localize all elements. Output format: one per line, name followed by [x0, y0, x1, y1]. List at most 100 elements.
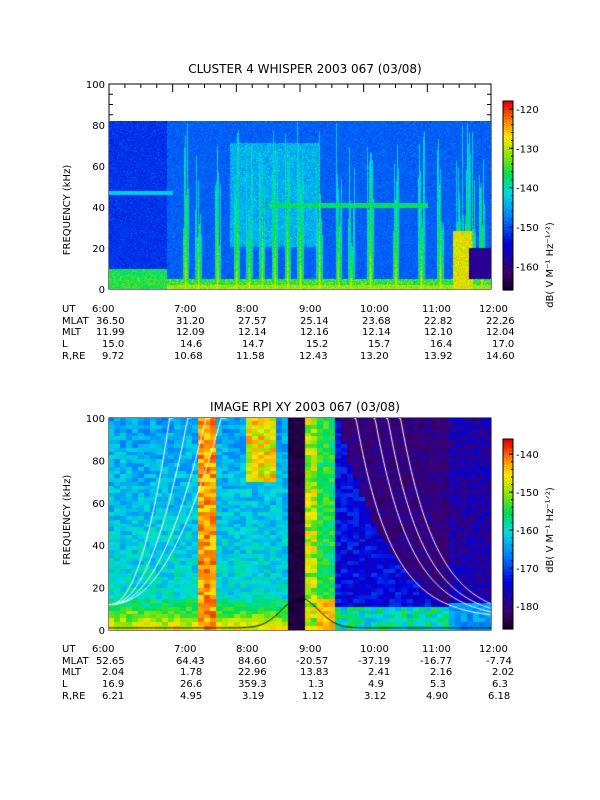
colorbar-segment — [503, 606, 513, 611]
colorbar-tick-label: -160 — [516, 526, 539, 537]
y-tick-label: 20 — [92, 584, 105, 595]
ephemeris-cell: 17.0 — [492, 339, 515, 351]
colorbar-segment — [503, 467, 513, 472]
ephemeris-row: R,RE 6.21 4.95 3.19 1.12 3.12 4.90 6.18 — [62, 691, 512, 703]
colorbar-segment — [503, 227, 513, 231]
ephemeris-cell: 9:00 — [299, 644, 322, 655]
ephemeris-label: MLAT — [62, 315, 89, 327]
colorbar-segment — [503, 458, 513, 462]
colorbar-segment — [503, 597, 513, 602]
colorbar-segment — [503, 480, 513, 484]
ephemeris-cell: 27.57 — [238, 315, 267, 327]
colorbar-segment — [503, 104, 513, 108]
ephemeris-cell: 16.9 — [102, 679, 125, 691]
ephemeris-cell: 11.58 — [236, 350, 265, 362]
colorbar-segment — [503, 546, 513, 551]
colorbar-segment — [503, 477, 513, 481]
colorbar-segment — [503, 543, 513, 548]
colorbar-tick-label: -150 — [516, 488, 539, 499]
ephemeris-label: MLT — [62, 327, 81, 339]
ephemeris-cell: 3.12 — [364, 690, 387, 702]
ephemeris-cell: 2.04 — [102, 667, 125, 679]
ephemeris-label: UT — [62, 304, 76, 315]
colorbar-segment — [503, 454, 513, 459]
ephemeris-row: L 16.9 26.6 359.3 1.3 4.9 5.3 6.3 — [62, 679, 512, 691]
colorbar-segment — [503, 160, 513, 165]
ephemeris-cell: 12.09 — [176, 327, 205, 339]
colorbar-segment — [503, 489, 513, 494]
colorbar-segment — [503, 280, 513, 285]
ephemeris-cell: 31.20 — [176, 315, 205, 327]
ephemeris-cell: 2.16 — [430, 667, 453, 679]
colorbar-frame — [502, 438, 514, 630]
colorbar-segment — [503, 267, 513, 272]
colorbar-segment — [503, 524, 513, 529]
colorbar-segment — [503, 584, 513, 589]
colorbar-segment — [503, 239, 513, 244]
colorbar-tick-label: -170 — [516, 564, 539, 575]
colorbar-segment — [503, 198, 513, 203]
colorbar-segment — [503, 230, 513, 234]
colorbar-segment — [503, 242, 513, 247]
ephemeris-row: UT 6:00 7:00 8:00 9:00 10:00 11:00 12:00 — [62, 644, 512, 656]
ephemeris-cell: 11:00 — [422, 304, 451, 315]
ephemeris-cell: 8:00 — [236, 304, 259, 315]
colorbar-segment — [503, 622, 513, 627]
ephemeris-cell: 1.3 — [308, 679, 324, 691]
ephemeris-cell: 7:00 — [174, 644, 197, 655]
colorbar-segment — [503, 499, 513, 503]
colorbar-segment — [503, 610, 513, 614]
colorbar-segment — [503, 189, 513, 193]
colorbar-tick-label: -130 — [516, 144, 539, 155]
ephemeris-cell: 10:00 — [360, 304, 389, 315]
colorbar-segment — [503, 492, 513, 497]
colorbar-segment — [503, 170, 513, 175]
colorbar-segment — [503, 508, 513, 513]
colorbar-segment — [503, 464, 513, 469]
ephemeris-cell: 12.14 — [362, 327, 391, 339]
panel2-spectrogram — [109, 418, 491, 630]
ephemeris-cell: 52.65 — [96, 655, 125, 667]
colorbar-segment — [503, 470, 513, 475]
colorbar-segment — [503, 192, 513, 197]
ephemeris-label: R,RE — [62, 690, 86, 702]
colorbar-tick-label: -140 — [516, 184, 539, 195]
ephemeris-cell: 12.16 — [300, 327, 329, 339]
ephemeris-cell: 10:00 — [360, 644, 389, 655]
colorbar-segment — [503, 565, 513, 570]
colorbar-segment — [503, 511, 513, 516]
colorbar-segment — [503, 208, 513, 212]
colorbar-segment — [503, 556, 513, 560]
colorbar-segment — [503, 603, 513, 608]
ephemeris-cell: 13.20 — [360, 350, 389, 362]
colorbar-segment — [503, 264, 513, 269]
colorbar-segment — [503, 502, 513, 507]
colorbar-segment — [503, 236, 513, 241]
colorbar-segment — [503, 530, 513, 535]
ephemeris-cell: 9:00 — [299, 304, 322, 315]
ephemeris-cell: 12.43 — [299, 350, 328, 362]
colorbar-segment — [503, 578, 513, 583]
colorbar-segment — [503, 271, 513, 275]
colorbar-segment — [503, 518, 513, 522]
y-tick-label: 100 — [86, 414, 105, 425]
ephemeris-cell: 7:00 — [174, 304, 197, 315]
colorbar-segment — [503, 182, 513, 187]
panel2-ephemeris: UT 6:00 7:00 8:00 9:00 10:00 11:00 12:00… — [62, 644, 514, 703]
ephemeris-cell: 5.3 — [430, 679, 446, 691]
ephemeris-cell: 10.68 — [174, 350, 203, 362]
ephemeris-row: L 15.0 14.6 14.7 15.2 15.7 16.4 17.0 — [62, 339, 515, 351]
colorbar-tick-label: -180 — [516, 602, 539, 613]
colorbar-segment — [503, 214, 513, 219]
colorbar-segment — [503, 249, 513, 253]
ephemeris-cell: 15.7 — [368, 339, 391, 351]
ephemeris-cell: 11:00 — [422, 644, 451, 655]
colorbar-segment — [503, 186, 513, 190]
y-tick-label: 0 — [99, 626, 105, 637]
y-tick-label: 20 — [92, 244, 105, 255]
ephemeris-label: R,RE — [62, 350, 86, 362]
ephemeris-cell: 25.14 — [300, 315, 329, 327]
colorbar-segment — [503, 255, 513, 260]
colorbar-segment — [503, 223, 513, 228]
panel1-colorbar-label: dB( V M⁻¹ Hz⁻¹ᐟ²) — [545, 222, 556, 308]
